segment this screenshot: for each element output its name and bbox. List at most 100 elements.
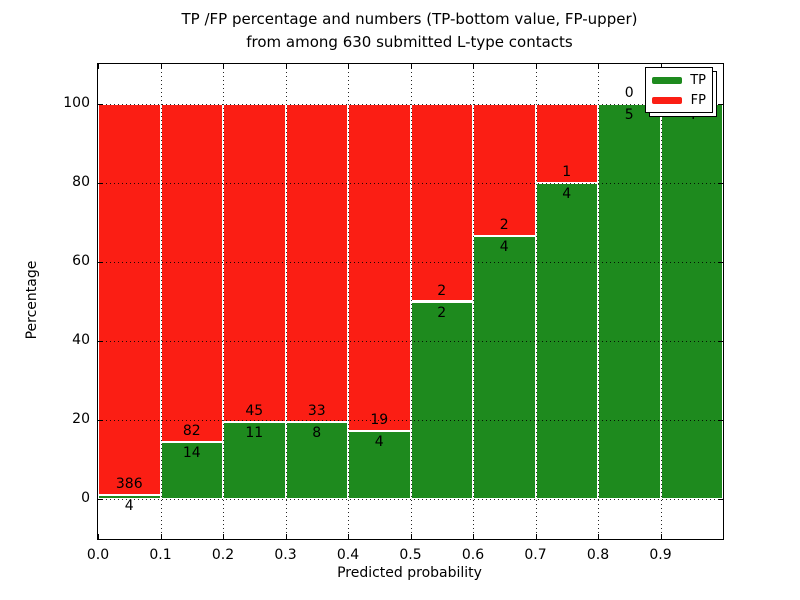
- bar-segment-tp-1: [160, 441, 223, 500]
- y-tick-right-100: [718, 103, 723, 105]
- x-tick-bottom-0.4: [348, 534, 349, 539]
- x-tick-bottom-0.1: [160, 534, 162, 539]
- x-tick-bottom-0.8: [598, 534, 599, 539]
- x-tick-bottom-0.7: [535, 534, 537, 539]
- bar-label-fp-7: 1: [562, 163, 572, 180]
- y-tick-left-60: [98, 261, 103, 263]
- x-tick-label-0.9: 0.9: [649, 547, 672, 563]
- x-tick-top-0.6: [473, 64, 474, 69]
- bar-segment-tp-5: [410, 301, 473, 500]
- bar-segment-fp-0: [98, 103, 161, 496]
- bar-label-fp-1: 82: [182, 422, 201, 439]
- x-tick-label-0.1: 0.1: [149, 547, 172, 563]
- x-tick-top-0.3: [285, 64, 287, 69]
- x-tick-bottom-0.0: [98, 534, 99, 539]
- bar-label-tp-1: 14: [182, 444, 201, 461]
- x-tick-bottom-0.5: [410, 534, 412, 539]
- bar-label-fp-5: 2: [437, 282, 447, 299]
- legend-item-tp: TP: [652, 70, 706, 90]
- gridline-x-0.7: [535, 64, 537, 539]
- x-tick-top-0.0: [98, 64, 99, 69]
- bar-label-fp-6: 2: [499, 216, 509, 233]
- y-tick-left-40: [98, 341, 103, 343]
- legend-label-fp: FP: [690, 92, 706, 108]
- bar-segment-tp-3: [285, 422, 348, 500]
- bar-segment-tp-6: [473, 235, 536, 500]
- fp-swatch-icon: [652, 96, 682, 104]
- x-tick-top-0.4: [348, 64, 349, 69]
- legend-label-tp: TP: [690, 72, 706, 88]
- x-tick-bottom-0.6: [473, 534, 474, 539]
- y-tick-label-80: 80: [72, 173, 90, 190]
- bar-segment-tp-9: [660, 103, 723, 500]
- x-tick-top-0.1: [160, 64, 162, 69]
- x-axis-label: Predicted probability: [337, 565, 482, 581]
- x-tick-top-0.5: [410, 64, 412, 69]
- y-tick-right-80: [718, 182, 723, 184]
- gridline-x-0.9: [660, 64, 662, 539]
- legend-box: TP FP: [645, 67, 713, 113]
- gridline-x-0.5: [410, 64, 412, 539]
- bar-label-tp-7: 4: [562, 185, 572, 202]
- gridline-x-0.3: [285, 64, 287, 539]
- bar-segment-fp-4: [348, 103, 411, 431]
- bar-label-fp-2: 45: [245, 402, 264, 419]
- y-tick-right-0: [718, 499, 723, 501]
- y-tick-left-100: [98, 103, 103, 105]
- chart-title-line2: from among 630 submitted L-type contacts: [246, 33, 573, 51]
- bar-segment-fp-5: [410, 103, 473, 302]
- y-axis-label: Percentage: [24, 260, 40, 340]
- x-tick-top-0.9: [660, 64, 662, 69]
- bar-segment-tp-0: [98, 495, 161, 500]
- y-tick-right-60: [718, 261, 723, 263]
- x-tick-top-0.8: [598, 64, 599, 69]
- x-tick-label-0.0: 0.0: [86, 547, 110, 563]
- x-tick-label-0.7: 0.7: [524, 547, 547, 563]
- gridline-x-0.4: [348, 64, 349, 539]
- gridline-x-0.6: [473, 64, 474, 539]
- x-tick-label-0.6: 0.6: [461, 547, 485, 563]
- bar-segment-fp-1: [160, 103, 223, 442]
- y-tick-left-20: [98, 420, 103, 422]
- bar-label-tp-6: 4: [499, 238, 509, 255]
- gridline-x-0.2: [223, 64, 224, 539]
- bar-segment-tp-4: [348, 430, 411, 500]
- bar-label-fp-8: 0: [624, 84, 634, 101]
- x-tick-top-0.7: [535, 64, 537, 69]
- y-tick-label-60: 60: [72, 252, 90, 269]
- y-tick-label-0: 0: [81, 490, 90, 507]
- bar-label-tp-8: 5: [624, 106, 634, 123]
- legend-item-fp: FP: [652, 90, 706, 110]
- y-tick-label-20: 20: [72, 411, 90, 428]
- x-tick-bottom-0.2: [223, 534, 224, 539]
- x-tick-label-0.2: 0.2: [211, 547, 235, 563]
- bar-label-fp-3: 33: [307, 403, 326, 420]
- y-tick-label-100: 100: [63, 94, 90, 111]
- y-tick-left-80: [98, 182, 103, 184]
- gridline-x-0.1: [160, 64, 162, 539]
- y-tick-right-40: [718, 341, 723, 343]
- x-tick-label-0.5: 0.5: [399, 547, 422, 563]
- bar-segment-tp-8: [598, 103, 661, 500]
- bar-label-fp-4: 19: [370, 411, 389, 428]
- tp-swatch-icon: [652, 76, 682, 84]
- bar-label-tp-5: 2: [437, 304, 447, 321]
- y-tick-left-0: [98, 499, 103, 501]
- bar-label-tp-4: 4: [374, 433, 384, 450]
- bar-segment-fp-6: [473, 103, 536, 236]
- x-tick-label-0.3: 0.3: [274, 547, 297, 563]
- chart-title-line1: TP /FP percentage and numbers (TP-bottom…: [181, 10, 638, 28]
- bar-label-tp-2: 11: [245, 424, 264, 441]
- y-tick-label-40: 40: [72, 332, 90, 349]
- bar-segment-fp-7: [535, 103, 598, 183]
- y-tick-right-20: [718, 420, 723, 422]
- x-tick-label-0.8: 0.8: [586, 547, 610, 563]
- x-tick-bottom-0.9: [660, 534, 662, 539]
- plot-area: 3864821445113381942224140504020406080100…: [63, 63, 724, 563]
- bar-label-tp-3: 8: [312, 425, 322, 442]
- gridline-x-0.8: [598, 64, 599, 539]
- x-tick-bottom-0.3: [285, 534, 287, 539]
- x-tick-top-0.2: [223, 64, 224, 69]
- bar-label-tp-0: 4: [124, 498, 134, 515]
